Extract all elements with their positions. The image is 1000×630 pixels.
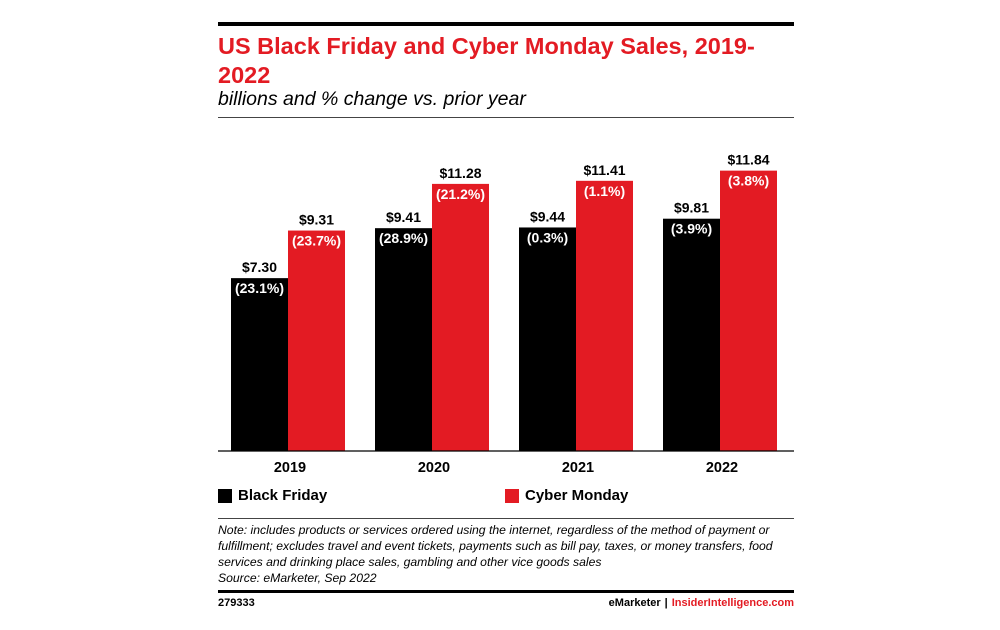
chart-id: 279333 xyxy=(218,597,255,609)
value-label-cyber-monday-2020: $11.28 xyxy=(439,165,481,181)
bar-black-friday-2022 xyxy=(663,218,720,451)
chart-note: Note: includes products or services orde… xyxy=(218,522,798,586)
change-label-cyber-monday-2021: (1.1%) xyxy=(584,183,625,199)
bar-cyber-monday-2021 xyxy=(576,180,633,451)
bar-black-friday-2021 xyxy=(519,227,576,451)
bar-black-friday-2019 xyxy=(231,278,288,451)
legend-label-black-friday: Black Friday xyxy=(238,487,328,504)
value-label-black-friday-2022: $9.81 xyxy=(674,200,709,216)
note-rule xyxy=(218,518,794,519)
brand-emarketer: eMarketer xyxy=(608,597,661,609)
value-label-black-friday-2020: $9.41 xyxy=(386,209,421,225)
bar-cyber-monday-2019 xyxy=(288,230,345,451)
chart-title: US Black Friday and Cyber Monday Sales, … xyxy=(218,33,755,88)
value-label-cyber-monday-2021: $11.41 xyxy=(583,162,625,178)
change-label-cyber-monday-2020: (21.2%) xyxy=(436,186,485,202)
change-label-cyber-monday-2022: (3.8%) xyxy=(728,173,769,189)
value-label-cyber-monday-2022: $11.84 xyxy=(727,152,769,168)
legend-swatch-cyber-monday xyxy=(505,488,519,503)
change-label-black-friday-2022: (3.9%) xyxy=(671,221,712,237)
legend-label-cyber-monday: Cyber Monday xyxy=(525,487,629,504)
top-rule xyxy=(218,22,794,26)
legend-item-black-friday: Black Friday xyxy=(218,487,327,504)
x-tick-2021: 2021 xyxy=(562,460,594,476)
value-label-black-friday-2019: $7.30 xyxy=(242,259,277,275)
change-label-black-friday-2021: (0.3%) xyxy=(527,229,568,245)
value-label-cyber-monday-2019: $9.31 xyxy=(299,212,334,228)
source-text: Source: eMarketer, Sep 2022 xyxy=(218,571,377,585)
brand-footer: eMarketer | InsiderIntelligence.com xyxy=(609,597,794,609)
value-label-black-friday-2021: $9.44 xyxy=(530,208,565,224)
bar-cyber-monday-2022 xyxy=(720,170,777,452)
change-label-black-friday-2020: (28.9%) xyxy=(379,230,428,246)
subtitle-rule xyxy=(218,117,794,118)
note-text: Note: includes products or services orde… xyxy=(218,523,773,569)
legend-item-cyber-monday: Cyber Monday xyxy=(505,487,628,504)
bar-cyber-monday-2020 xyxy=(432,183,489,452)
x-tick-2022: 2022 xyxy=(706,460,738,476)
change-label-black-friday-2019: (23.1%) xyxy=(235,280,284,296)
chart-subtitle: billions and % change vs. prior year xyxy=(218,88,526,110)
change-label-cyber-monday-2019: (23.7%) xyxy=(292,233,341,249)
bar-black-friday-2020 xyxy=(375,228,432,451)
legend-swatch-black-friday xyxy=(218,488,232,503)
x-tick-2019: 2019 xyxy=(274,460,306,476)
x-tick-2020: 2020 xyxy=(418,460,450,476)
footer-rule xyxy=(218,590,794,593)
brand-insider-intelligence: InsiderIntelligence.com xyxy=(671,597,794,609)
brand-separator: | xyxy=(664,597,668,609)
